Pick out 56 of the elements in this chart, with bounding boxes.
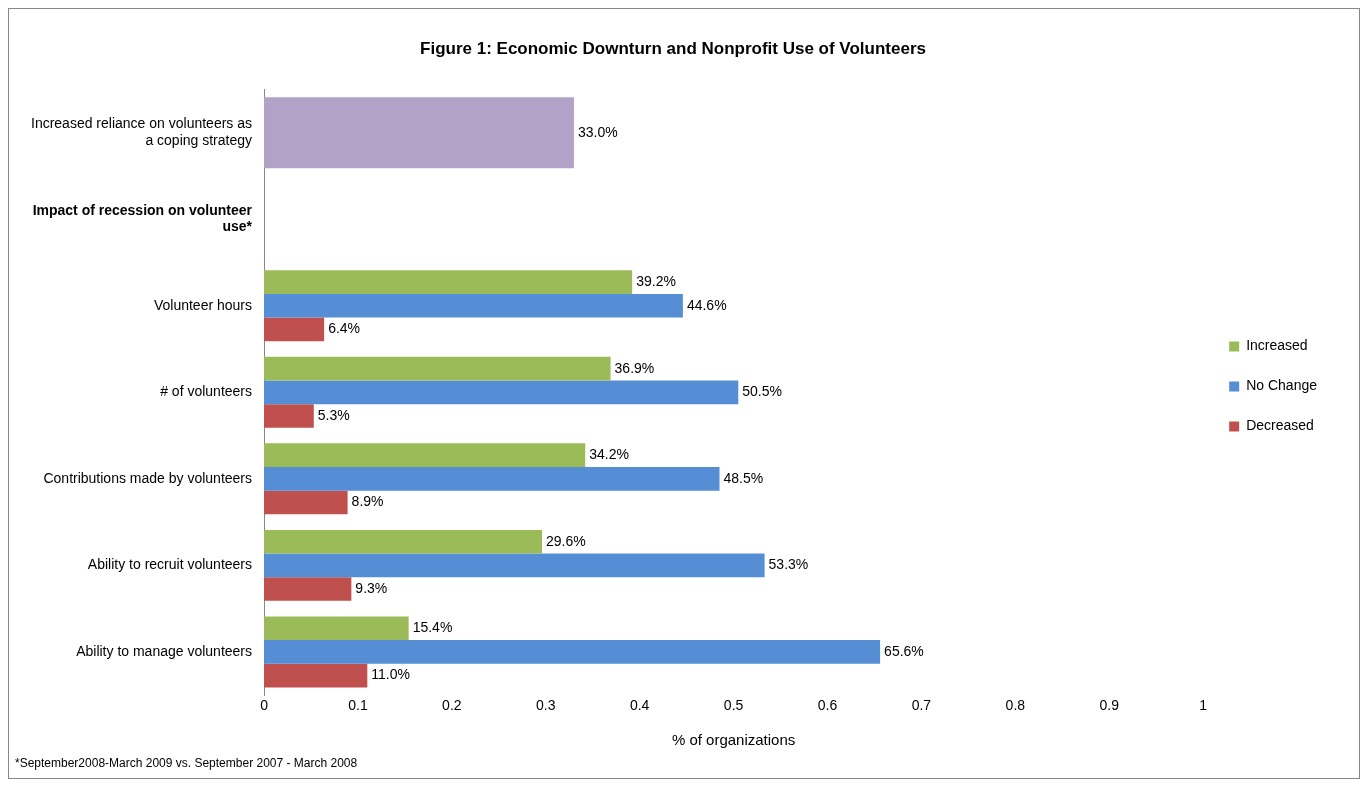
bar (264, 467, 720, 491)
data-label: 9.3% (355, 579, 388, 596)
y-tick-label: Impact of recession on volunteer use* (32, 201, 253, 235)
x-tick-label: 0.6 (817, 697, 838, 714)
bar (264, 404, 314, 428)
data-label: 65.6% (884, 642, 924, 659)
y-tick-label: Ability to recruit volunteers (87, 556, 253, 573)
bar (264, 663, 368, 688)
legend-label: Increased (1246, 337, 1308, 354)
x-tick-label: 0.7 (911, 697, 932, 714)
bar (264, 293, 683, 318)
data-label: 15.4% (412, 619, 453, 636)
y-tick-label: Ability to manage volunteers (76, 642, 253, 659)
data-label: 33.0% (577, 123, 618, 140)
data-label: 36.9% (614, 359, 655, 376)
x-tick-label: 0.1 (348, 697, 368, 714)
data-label: 53.3% (768, 556, 809, 573)
bar (264, 356, 611, 381)
data-label: 8.9% (351, 493, 384, 510)
data-label: 11.0% (371, 666, 410, 683)
x-tick-label: 0.2 (442, 697, 462, 714)
y-tick-label: Contributions made by volunteers (43, 469, 253, 486)
chart-title: Figure 1: Economic Downturn and Nonprofit Use of Volunteers (420, 38, 926, 58)
legend-label: No Change (1246, 377, 1318, 394)
data-label: 29.6% (546, 532, 586, 549)
data-label: 6.4% (328, 320, 361, 337)
x-tick-label: 0.4 (629, 697, 650, 714)
data-label: 5.3% (317, 406, 350, 423)
bar (264, 577, 352, 601)
data-label: 48.5% (723, 469, 764, 486)
data-label: 39.2% (636, 272, 676, 289)
x-tick-label: 0.5 (723, 697, 744, 714)
x-tick-label: 0.8 (1005, 697, 1026, 714)
x-axis-title: % of organizations (671, 731, 796, 749)
bar (264, 640, 881, 664)
text: *September2008-March 2009 vs. September 2007 - March 2008 (14, 755, 359, 772)
x-tick-label: 1 (1199, 697, 1208, 714)
bar (264, 490, 348, 515)
bar (264, 380, 739, 405)
bar (264, 97, 574, 169)
x-tick-label: 0 (260, 697, 269, 714)
bar (264, 529, 543, 554)
y-tick-label: Increased reliance on volunteers as a coping strategy (30, 115, 253, 148)
x-tick-label: 0.9 (1099, 697, 1120, 714)
y-tick-label: Volunteer hours (153, 296, 253, 313)
x-tick-label: 0.3 (536, 697, 556, 714)
y-tick-label: # of volunteers (160, 383, 253, 400)
bar (264, 553, 765, 578)
bar (264, 616, 409, 641)
bar (264, 443, 586, 468)
data-label: 50.5% (742, 383, 782, 400)
legend-label: Decreased (1246, 417, 1314, 434)
bar (264, 317, 325, 342)
data-label: 34.2% (589, 446, 629, 463)
bar (264, 270, 633, 294)
data-label: 44.6% (686, 296, 727, 313)
